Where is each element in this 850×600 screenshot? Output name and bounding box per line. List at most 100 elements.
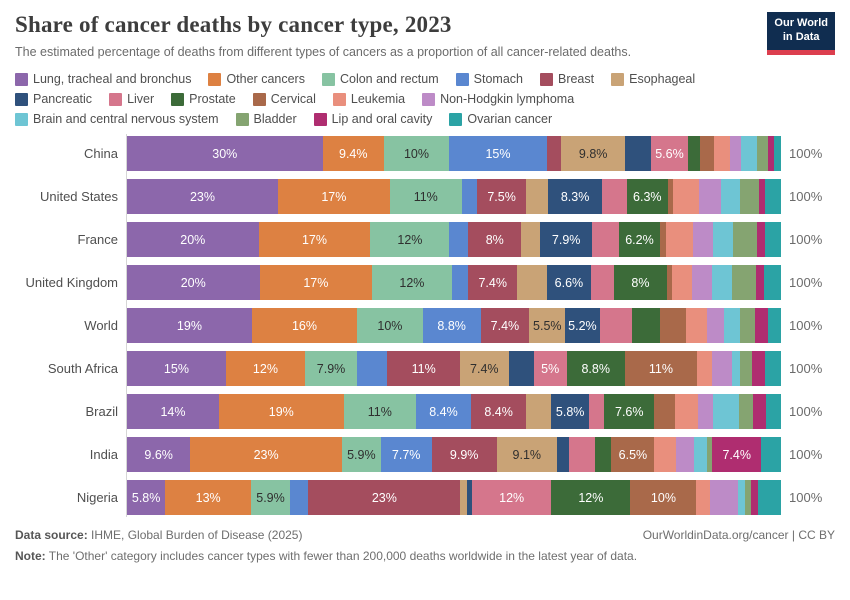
bar-segment-leukemia[interactable]	[697, 351, 713, 386]
bar-segment-lip-and-oral-cavity[interactable]	[759, 179, 766, 214]
legend-item-brain-and-central-nervous-system[interactable]: Brain and central nervous system	[15, 112, 219, 126]
bar-segment-colon-and-rectum[interactable]: 12%	[370, 222, 450, 257]
bar-segment-brain-and-central-nervous-system[interactable]	[737, 480, 746, 515]
bar-segment-breast[interactable]: 7.4%	[480, 308, 530, 343]
bar-segment-other-cancers[interactable]: 13%	[165, 480, 252, 515]
bar-segment-leukemia[interactable]	[685, 308, 707, 343]
bar-segment-lip-and-oral-cavity[interactable]	[754, 308, 768, 343]
bar-segment-liver[interactable]	[590, 265, 614, 300]
bar-segment-esophageal[interactable]	[517, 265, 548, 300]
bar-segment-cervical[interactable]: 6.5%	[611, 437, 655, 472]
bar-segment-colon-and-rectum[interactable]: 11%	[343, 394, 416, 429]
bar-segment-stomach[interactable]	[449, 222, 469, 257]
bar-segment-leukemia[interactable]	[672, 179, 699, 214]
bar-segment-ovarian-cancer[interactable]	[758, 480, 781, 515]
bar-segment-brain-and-central-nervous-system[interactable]	[693, 437, 708, 472]
legend-item-lung-tracheal-and-bronchus[interactable]: Lung, tracheal and bronchus	[15, 72, 191, 86]
bar-segment-other-cancers[interactable]: 16%	[251, 308, 358, 343]
legend-item-lip-and-oral-cavity[interactable]: Lip and oral cavity	[313, 112, 432, 126]
bar-segment-lip-and-oral-cavity[interactable]	[753, 394, 767, 429]
bar-segment-non-hodgkin-lymphoma[interactable]	[698, 394, 713, 429]
bar-segment-esophageal[interactable]	[526, 179, 548, 214]
bar-segment-cervical[interactable]	[659, 308, 686, 343]
bar-segment-prostate[interactable]: 12%	[551, 480, 631, 515]
bar-segment-esophageal[interactable]: 9.1%	[496, 437, 557, 472]
bar-segment-leukemia[interactable]	[665, 222, 694, 257]
bar-segment-non-hodgkin-lymphoma[interactable]	[693, 222, 714, 257]
bar-segment-lung-tracheal-and-bronchus[interactable]: 9.6%	[127, 437, 191, 472]
bar-segment-cervical[interactable]	[666, 265, 672, 300]
bar-segment-esophageal[interactable]: 7.4%	[459, 351, 509, 386]
bar-segment-other-cancers[interactable]: 17%	[258, 222, 371, 257]
bar-segment-lip-and-oral-cavity[interactable]	[767, 136, 775, 171]
bar-segment-prostate[interactable]: 6.3%	[626, 179, 668, 214]
bar-segment-pancreatic[interactable]	[556, 437, 570, 472]
bar-segment-esophageal[interactable]	[526, 394, 552, 429]
bar-segment-brain-and-central-nervous-system[interactable]	[712, 265, 732, 300]
bar-segment-liver[interactable]	[599, 308, 633, 343]
bar-segment-colon-and-rectum[interactable]: 11%	[389, 179, 462, 214]
bar-segment-breast[interactable]: 9.9%	[431, 437, 497, 472]
bar-segment-lip-and-oral-cavity[interactable]	[751, 480, 759, 515]
bar-segment-bladder[interactable]	[740, 351, 752, 386]
bar-segment-liver[interactable]	[592, 222, 620, 257]
bar-segment-breast[interactable]: 7.5%	[476, 179, 527, 214]
bar-segment-liver[interactable]: 5.6%	[651, 136, 688, 171]
bar-segment-stomach[interactable]: 8.4%	[415, 394, 472, 429]
legend-item-leukemia[interactable]: Leukemia	[332, 92, 405, 106]
bar-segment-lip-and-oral-cavity[interactable]: 7.4%	[712, 437, 762, 472]
bar-segment-lung-tracheal-and-bronchus[interactable]: 15%	[127, 351, 226, 386]
bar-segment-lung-tracheal-and-bronchus[interactable]: 23%	[127, 179, 279, 214]
bar-segment-prostate[interactable]	[632, 308, 660, 343]
legend-item-prostate[interactable]: Prostate	[171, 92, 236, 106]
bar-segment-esophageal[interactable]	[460, 480, 468, 515]
legend-item-stomach[interactable]: Stomach	[455, 72, 523, 86]
bar-segment-ovarian-cancer[interactable]	[765, 351, 781, 386]
bar-segment-cervical[interactable]	[659, 222, 666, 257]
bar-segment-pancreatic[interactable]: 6.6%	[547, 265, 591, 300]
bar-segment-lip-and-oral-cavity[interactable]	[751, 351, 766, 386]
bar-segment-colon-and-rectum[interactable]: 12%	[372, 265, 452, 300]
bar-segment-lung-tracheal-and-bronchus[interactable]: 30%	[127, 136, 323, 171]
bar-segment-ovarian-cancer[interactable]	[766, 394, 781, 429]
bar-segment-non-hodgkin-lymphoma[interactable]	[730, 136, 742, 171]
bar-segment-lip-and-oral-cavity[interactable]	[756, 265, 765, 300]
bar-segment-ovarian-cancer[interactable]	[774, 136, 781, 171]
bar-segment-stomach[interactable]	[357, 351, 388, 386]
bar-segment-non-hodgkin-lymphoma[interactable]	[692, 265, 712, 300]
bar-segment-prostate[interactable]: 6.2%	[619, 222, 660, 257]
bar-segment-other-cancers[interactable]: 19%	[218, 394, 344, 429]
bar-segment-non-hodgkin-lymphoma[interactable]	[712, 351, 733, 386]
bar-segment-esophageal[interactable]: 5.5%	[529, 308, 566, 343]
bar-segment-stomach[interactable]	[461, 179, 477, 214]
bar-segment-pancreatic[interactable]	[625, 136, 652, 171]
bar-segment-stomach[interactable]	[289, 480, 309, 515]
bar-segment-ovarian-cancer[interactable]	[767, 308, 781, 343]
bar-segment-cervical[interactable]: 11%	[624, 351, 698, 386]
bar-segment-liver[interactable]: 12%	[472, 480, 552, 515]
bar-segment-bladder[interactable]	[731, 265, 757, 300]
bar-segment-breast[interactable]: 11%	[387, 351, 460, 386]
bar-segment-pancreatic[interactable]	[467, 480, 473, 515]
bar-segment-breast[interactable]: 7.4%	[468, 265, 518, 300]
bar-segment-breast[interactable]: 8%	[468, 222, 522, 257]
bar-segment-pancreatic[interactable]	[508, 351, 534, 386]
bar-segment-other-cancers[interactable]: 17%	[259, 265, 373, 300]
bar-segment-stomach[interactable]: 15%	[449, 136, 547, 171]
bar-segment-non-hodgkin-lymphoma[interactable]	[710, 480, 738, 515]
bar-segment-bladder[interactable]	[738, 394, 754, 429]
bar-segment-other-cancers[interactable]: 12%	[225, 351, 305, 386]
bar-segment-breast[interactable]: 8.4%	[471, 394, 527, 429]
bar-segment-cervical[interactable]	[654, 394, 676, 429]
bar-segment-stomach[interactable]: 7.7%	[380, 437, 432, 472]
bar-segment-brain-and-central-nervous-system[interactable]	[732, 351, 741, 386]
legend-item-liver[interactable]: Liver	[109, 92, 154, 106]
bar-segment-colon-and-rectum[interactable]: 5.9%	[251, 480, 290, 515]
bar-segment-other-cancers[interactable]: 9.4%	[322, 136, 384, 171]
bar-segment-prostate[interactable]: 7.6%	[604, 394, 655, 429]
owid-cc-by-link[interactable]: OurWorldinData.org/cancer | CC BY	[642, 528, 835, 542]
bar-segment-brain-and-central-nervous-system[interactable]	[721, 179, 741, 214]
bar-segment-cervical[interactable]	[667, 179, 673, 214]
bar-segment-other-cancers[interactable]: 23%	[190, 437, 342, 472]
bar-segment-colon-and-rectum[interactable]: 10%	[383, 136, 450, 171]
